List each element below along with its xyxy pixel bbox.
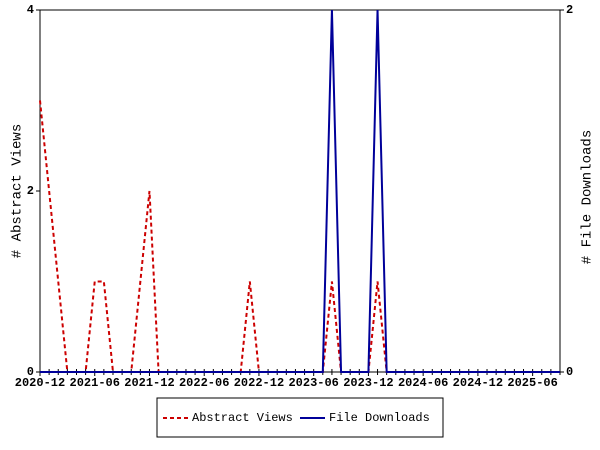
x-tick-label: 2021-12 [124,376,174,390]
x-tick-label: 2023-12 [343,376,393,390]
y2-tick-label: 2 [566,3,573,17]
legend-label: File Downloads [329,411,430,425]
y-axis-label: # Abstract Views [10,124,26,258]
y2-tick-label: 0 [566,365,573,379]
x-tick-label: 2022-12 [234,376,284,390]
series-line [40,9,560,373]
y-tick-label: 2 [27,184,34,198]
y2-axis-label: # File Downloads [580,130,596,264]
y-tick-label: 4 [27,3,34,17]
legend-label: Abstract Views [192,411,293,425]
x-tick-label: 2020-12 [15,376,65,390]
x-tick-label: 2024-06 [398,376,448,390]
plot-frame [39,9,561,373]
x-tick-label: 2024-12 [453,376,503,390]
series-line [39,100,560,373]
x-tick-label: 2023-06 [288,376,338,390]
x-tick-label: 2022-06 [179,376,229,390]
x-tick-label: 2021-06 [70,376,120,390]
y-tick-label: 0 [27,365,34,379]
x-tick-label: 2025-06 [507,376,557,390]
